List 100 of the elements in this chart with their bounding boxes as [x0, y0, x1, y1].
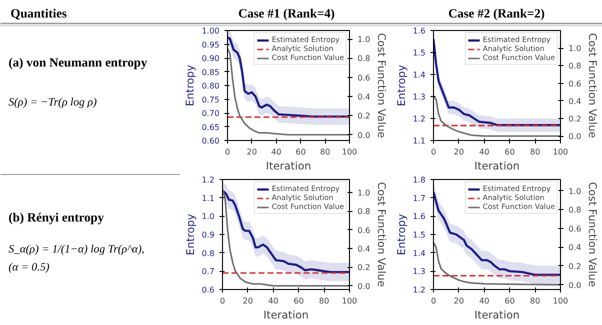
y-axis-title: Entropy: [184, 64, 197, 106]
y2-axis-title: Cost Function Value: [586, 182, 600, 288]
x-tick-label: 20: [454, 296, 464, 306]
y-tick-label: 0.60: [202, 136, 220, 146]
text: Quantities: [10, 6, 67, 20]
x-tick-label: 40: [479, 148, 490, 156]
x-tick-label: 80: [530, 148, 540, 156]
y-tick-label: 0.85: [202, 68, 220, 77]
x-tick-label: 60: [504, 296, 515, 306]
y-tick-label: 1.5: [412, 48, 426, 58]
y2-tick-label: 0.0: [358, 130, 370, 140]
y-tick-label: 0.90: [202, 54, 220, 63]
y-tick-label: 0.75: [202, 95, 220, 104]
y-tick-label: 1.4: [412, 70, 426, 80]
y-tick-label: 0.6: [202, 286, 215, 294]
x-tick-label: 40: [479, 296, 490, 306]
y-axis-title: Entropy: [394, 214, 408, 256]
text: S_α(ρ) = 1/(1−α) log Tr(ρ^α),: [8, 244, 145, 256]
y2-tick-label: 1.0: [358, 35, 370, 44]
x-tick-label: 60: [294, 296, 304, 306]
y2-tick-label: 0.0: [358, 282, 370, 291]
y2-tick-label: 0.6: [568, 224, 582, 234]
text: (a) von Neumann entropy: [8, 56, 148, 70]
y-tick-label: 1.7: [412, 194, 426, 203]
x-tick-label: 100: [342, 148, 358, 156]
x-tick-label: 0: [430, 296, 436, 306]
y2-tick-label: 0.6: [358, 226, 370, 235]
y-axis-title: Entropy: [184, 214, 197, 256]
y2-tick-label: 0.2: [358, 263, 370, 272]
y2-tick-label: 0.6: [358, 73, 370, 82]
y2-axis-title: Cost Function Value: [586, 32, 600, 138]
y-tick-label: 0.80: [202, 82, 220, 90]
x-axis-title: Iteration: [263, 308, 309, 322]
y-tick-label: 0.8: [202, 248, 215, 258]
y-tick-label: 1.5: [412, 230, 426, 240]
y2-tick-label: 0.2: [358, 112, 370, 121]
y2-tick-label: 0.8: [568, 206, 582, 215]
line-series: [434, 242, 560, 286]
y2-tick-label: 0.4: [568, 96, 582, 106]
x-tick-label: 80: [320, 148, 330, 156]
y2-tick-label: 0.2: [568, 114, 582, 124]
y-tick-label: 0.95: [202, 40, 220, 50]
y2-tick-label: 0.8: [568, 62, 582, 71]
y-tick-label: 1.2: [202, 176, 215, 184]
y-tick-label: 1.4: [412, 248, 426, 258]
y-tick-label: 1.6: [412, 212, 426, 222]
x-tick-label: 0: [220, 296, 226, 306]
y2-tick-label: 0.4: [358, 244, 370, 254]
y2-tick-label: 0.2: [568, 262, 582, 271]
x-tick-label: 100: [552, 148, 568, 156]
x-tick-label: 80: [530, 296, 540, 306]
x-tick-label: 20: [246, 148, 257, 156]
text: (α = 0.5): [8, 262, 50, 274]
y2-tick-label: 0.4: [568, 243, 582, 252]
y2-tick-label: 0.8: [358, 54, 370, 64]
text: S(ρ) = −Tr(ρ log ρ): [8, 96, 97, 108]
y2-tick-label: 1.0: [568, 44, 582, 54]
y-tick-label: 0.7: [202, 267, 215, 276]
y-tick-label: 1.2: [412, 114, 426, 124]
text: Case #2 (Rank=2): [448, 6, 545, 20]
y-axis-title: Entropy: [394, 64, 408, 106]
y-tick-label: 1.00: [202, 26, 220, 36]
x-tick-label: 40: [268, 296, 278, 306]
text: (b) Rényi entropy: [8, 210, 105, 224]
x-tick-label: 0: [430, 148, 436, 156]
y-tick-label: 1.6: [412, 26, 426, 36]
x-tick-label: 100: [342, 296, 358, 306]
y-tick-label: 1.2: [412, 286, 426, 294]
y2-axis-title: Cost Function Value: [375, 182, 388, 288]
x-axis-title: Iteration: [474, 308, 520, 322]
y2-tick-label: 0.4: [358, 92, 370, 102]
line-series: [434, 191, 560, 276]
y-tick-label: 1.8: [412, 176, 426, 184]
y2-tick-label: 0.8: [358, 207, 370, 216]
x-tick-label: 60: [296, 148, 306, 156]
y2-tick-label: 0.6: [568, 79, 582, 88]
x-tick-label: 80: [319, 296, 330, 306]
x-tick-label: 40: [271, 148, 282, 156]
y2-axis-title: Cost Function Value: [375, 32, 388, 138]
y-tick-label: 1.0: [202, 212, 215, 222]
y-tick-label: 0.65: [202, 122, 220, 132]
y2-tick-label: 0.0: [568, 280, 582, 290]
y-tick-label: 1.1: [412, 136, 426, 146]
x-axis-title: Iteration: [474, 160, 520, 172]
x-tick-label: 20: [454, 148, 464, 156]
x-tick-label: 100: [552, 296, 568, 306]
x-axis-title: Iteration: [266, 160, 312, 172]
y2-tick-label: 0.0: [568, 132, 582, 142]
line-series: [434, 96, 560, 137]
x-tick-label: 20: [242, 296, 253, 306]
y-tick-label: 1.3: [412, 92, 426, 102]
y-tick-label: 0.70: [202, 109, 220, 118]
y-tick-label: 0.9: [202, 230, 215, 240]
x-tick-label: 0: [224, 148, 230, 156]
y2-tick-label: 1.0: [568, 186, 582, 196]
y-tick-label: 1.3: [412, 267, 426, 276]
y2-tick-label: 1.0: [358, 188, 370, 198]
y-tick-label: 1.1: [202, 194, 215, 203]
x-tick-label: 60: [504, 148, 515, 156]
text: Case #1 (Rank=4): [238, 6, 335, 20]
